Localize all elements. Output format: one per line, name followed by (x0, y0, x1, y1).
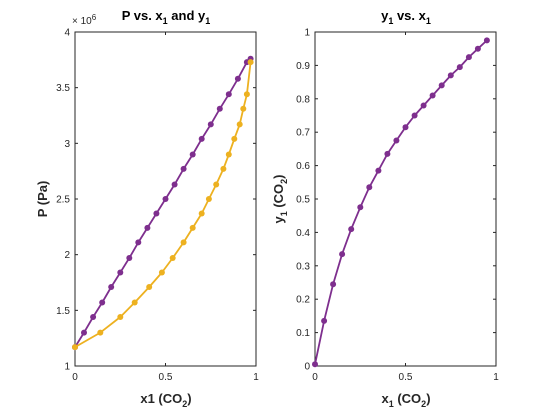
x-tick-label: 0 (312, 372, 318, 383)
data-point (216, 105, 223, 112)
data-point (144, 224, 151, 231)
y-tick-label: 3 (64, 139, 70, 150)
data-point (180, 165, 187, 172)
x-axis-title-right: x1 (CO2) (381, 391, 430, 409)
data-point (366, 184, 373, 191)
y-tick-label: 2.5 (56, 195, 70, 206)
data-point (393, 137, 400, 144)
data-point (169, 255, 176, 261)
data-point (330, 281, 337, 288)
data-point (198, 210, 205, 217)
data-point (180, 239, 187, 246)
plot-area-right (314, 31, 497, 367)
x-tick-label: 0.5 (399, 372, 413, 383)
x-tick-label: 1 (493, 372, 499, 383)
data-point (220, 165, 227, 172)
data-point (126, 255, 133, 261)
data-point (189, 224, 196, 231)
data-point (225, 151, 232, 158)
y-tick-label: 1.5 (56, 306, 70, 317)
data-point (384, 150, 391, 157)
y-tick-label: 0.3 (296, 261, 310, 272)
data-point (231, 135, 238, 142)
data-point (171, 181, 178, 188)
data-point (339, 251, 346, 258)
y-tick-label: 0.5 (296, 195, 310, 206)
data-point (312, 361, 318, 368)
data-point (97, 329, 104, 336)
data-point (205, 196, 212, 202)
data-point (90, 314, 97, 320)
y-tick-label: 1 (64, 362, 70, 373)
y-axis-title-right: y1 (CO2) (271, 174, 289, 223)
y-tick-label: 0.8 (296, 94, 310, 105)
data-point (108, 284, 115, 290)
data-point (402, 124, 409, 131)
y-tick-label: 0.6 (296, 161, 310, 172)
data-point (225, 91, 232, 98)
data-point (213, 181, 220, 188)
y-axis-title-left: P (Pa) (35, 181, 50, 218)
data-point (447, 72, 454, 79)
data-point (81, 329, 87, 336)
y-tick-label: 2 (64, 250, 70, 261)
data-point (117, 269, 124, 276)
data-point (72, 344, 78, 351)
data-point (158, 269, 165, 276)
y-tick-label: 4 (64, 28, 70, 39)
chart-title-left: P vs. x1 and y1 (122, 8, 211, 26)
data-point (429, 92, 436, 99)
data-point (189, 151, 196, 158)
data-point (135, 239, 142, 246)
data-point (474, 45, 481, 52)
y-tick-label: 0.1 (296, 328, 310, 339)
data-point (236, 121, 243, 128)
data-point (321, 317, 328, 324)
chart-y1-vs-x1: 0 0.5 1 0 0.1 0.2 0.3 0.4 0.5 0.6 0.7 0.8 0.9 1 y1 vs… (271, 8, 499, 409)
x-axis-title-left: x1 (CO2) (140, 391, 191, 409)
y-tick-label: 0.9 (296, 61, 310, 72)
data-point (375, 167, 382, 174)
y-tick-label: 3.5 (56, 83, 70, 94)
y-tick-label: 0.2 (296, 295, 310, 306)
y-tick-label: 0 (304, 362, 310, 373)
data-point (162, 196, 169, 202)
data-point (456, 64, 463, 71)
y-tick-label: 0.4 (296, 228, 310, 239)
data-point (146, 284, 153, 290)
x-tick-label: 0.5 (159, 372, 173, 383)
data-point (240, 105, 247, 112)
data-point (153, 210, 160, 217)
data-point (99, 299, 106, 306)
data-point (357, 204, 364, 211)
data-point (198, 135, 205, 142)
data-point (420, 102, 427, 109)
data-point (234, 75, 241, 82)
data-point (247, 59, 254, 66)
x-tick-label: 0 (72, 372, 78, 383)
data-point (348, 226, 355, 233)
data-point (207, 121, 214, 128)
data-point (411, 112, 418, 119)
chart-p-vs-x1-y1: 0 0.5 1 1 1.5 2 2.5 3 3.5 4 P vs. x1 and y1 × 106… (35, 8, 259, 409)
y-exponent-label: × 106 (72, 13, 97, 27)
y-tick-label: 1 (304, 28, 310, 39)
data-point (438, 82, 445, 89)
chart-title-right: y1 vs. x1 (381, 8, 431, 26)
data-point (483, 37, 490, 44)
y-tick-label: 0.7 (296, 128, 310, 139)
data-point (117, 314, 124, 320)
x-tick-label: 1 (253, 372, 259, 383)
data-point (243, 91, 250, 98)
data-point (131, 299, 138, 306)
data-point (465, 54, 472, 61)
